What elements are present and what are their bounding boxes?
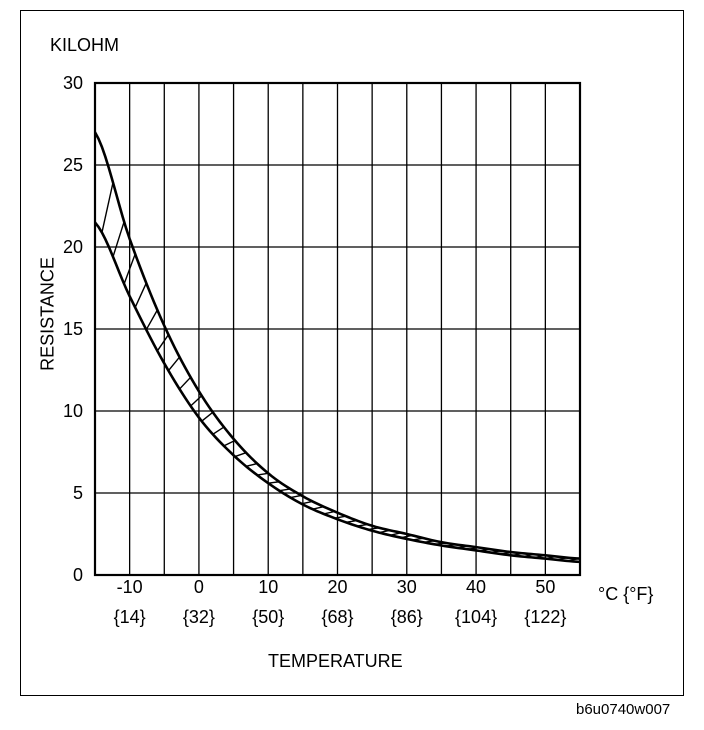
hatch-line xyxy=(156,334,170,352)
plot-border xyxy=(93,81,582,577)
x-tick-sublabel: {32} xyxy=(183,607,215,627)
x-tick-label: 20 xyxy=(327,577,347,597)
x-tick-label: -10 xyxy=(117,577,143,597)
y-axis-title: RESISTANCE xyxy=(37,257,58,371)
tolerance-band xyxy=(95,131,580,564)
y-tick-labels: 0 5 10 15 20 25 30 xyxy=(63,73,83,585)
x-axis-title: TEMPERATURE xyxy=(268,651,403,671)
y-unit-label: KILOHM xyxy=(50,35,120,55)
x-tick-sublabel: {122} xyxy=(524,607,566,627)
grid-lines xyxy=(94,82,581,576)
x-tick-sublabel: {86} xyxy=(391,607,423,627)
hatch-line xyxy=(212,426,225,435)
y-tick-label: 20 xyxy=(63,237,83,257)
x-tick-sublabel: {14} xyxy=(114,607,146,627)
y-tick-label: 15 xyxy=(63,319,83,339)
x-tick-label: 40 xyxy=(466,577,486,597)
hatch-line xyxy=(201,411,214,422)
hatch-line xyxy=(145,309,158,331)
hatch-line xyxy=(167,356,181,372)
y-tick-label: 0 xyxy=(73,565,83,585)
hatch-line xyxy=(101,182,114,233)
hatch-line xyxy=(245,462,258,467)
hatch-line xyxy=(134,282,147,308)
hatch-line xyxy=(234,452,247,458)
hatch-line xyxy=(223,439,236,447)
figure-code: b6u0740w007 xyxy=(576,701,671,718)
x-tick-sublabel: {50} xyxy=(252,607,284,627)
hatch-line xyxy=(190,395,203,407)
x-tick-label: 30 xyxy=(397,577,417,597)
y-tick-label: 30 xyxy=(63,73,83,93)
x-tick-sublabel: {104} xyxy=(455,607,497,627)
y-tick-label: 25 xyxy=(63,155,83,175)
x-tick-labels: -10 {14} 0 {32} 10 {50} 20 {68} 30 {86} 40 {104} 50 {… xyxy=(114,577,567,627)
hatch-line xyxy=(179,376,192,390)
x-unit-label: °C {°F} xyxy=(598,584,654,604)
x-tick-label: 10 xyxy=(258,577,278,597)
figure-frame xyxy=(20,10,684,696)
upper-limit-curve xyxy=(95,131,580,560)
plot-axes xyxy=(93,81,582,577)
hatch-line xyxy=(123,253,136,285)
hatch-line xyxy=(112,221,125,257)
x-tick-sublabel: {68} xyxy=(321,607,353,627)
hatch-line xyxy=(257,472,269,476)
lower-limit-curve xyxy=(95,221,580,564)
y-tick-label: 10 xyxy=(63,401,83,421)
y-tick-label: 5 xyxy=(73,483,83,503)
x-tick-label: 0 xyxy=(194,577,204,597)
x-tick-label: 50 xyxy=(535,577,555,597)
